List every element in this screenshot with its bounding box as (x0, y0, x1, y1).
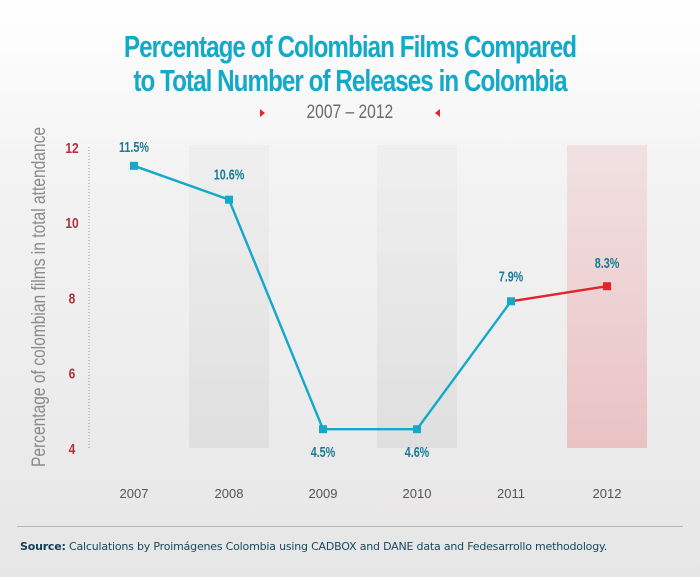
highlight-line-segment (510, 285, 608, 303)
data-label: 11.5% (119, 138, 149, 155)
data-label: 4.5% (311, 443, 336, 460)
data-point (319, 425, 327, 434)
data-point (507, 297, 515, 306)
line-segment (133, 164, 230, 201)
chart-title-line-2: to Total Number of Releases in Colombia (133, 63, 567, 98)
chart-subtitle: 2007 – 2012 (306, 102, 394, 123)
x-tick-label: 2010 (403, 486, 432, 501)
x-tick-label: 2007 (120, 486, 149, 501)
triangle-right-icon (260, 109, 266, 117)
band-2008 (189, 145, 269, 448)
footer-divider (17, 526, 683, 527)
band-2010 (377, 145, 457, 448)
line-segment (227, 199, 325, 430)
source-label: Source: (20, 540, 66, 553)
data-label: 4.6% (405, 443, 430, 460)
chart-title: Percentage of Colombian Films Compared t… (77, 30, 623, 98)
y-axis-label: Percentage of colombian films in total a… (28, 127, 50, 467)
data-point (225, 195, 233, 204)
y-tick-label: 12 (65, 140, 79, 157)
y-tick-label: 8 (69, 290, 76, 307)
y-tick-label: 4 (69, 441, 76, 458)
x-tick-label: 2009 (309, 486, 338, 501)
subtitle-row: 2007 – 2012 (0, 102, 700, 124)
y-tick-label: 6 (69, 365, 76, 382)
chart-title-line-1: Percentage of Colombian Films Compared (123, 29, 577, 64)
y-tick-label: 10 (65, 215, 78, 232)
data-point (413, 425, 421, 434)
band-2012 (567, 145, 647, 448)
x-tick-label: 2012 (593, 486, 622, 501)
data-point (130, 161, 138, 170)
data-label: 10.6% (214, 166, 245, 183)
data-label: 7.9% (499, 267, 524, 284)
source-text: Calculations by Proimágenes Colombia usi… (65, 540, 608, 553)
x-tick-label: 2008 (215, 486, 244, 501)
data-point (603, 282, 611, 291)
line-segment (416, 300, 512, 430)
source-note: Source: Calculations by Proimágenes Colo… (20, 540, 607, 553)
triangle-left-icon (434, 109, 440, 117)
data-label: 8.3% (595, 254, 620, 271)
x-tick-label: 2011 (497, 486, 525, 501)
